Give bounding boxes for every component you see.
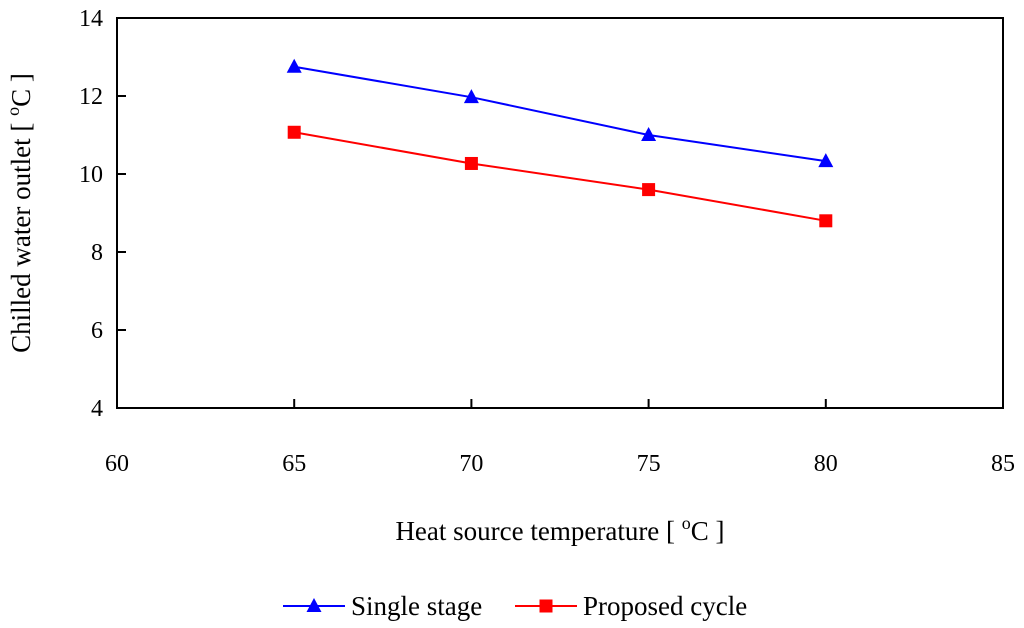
series-proposed-cycle bbox=[287, 125, 833, 228]
legend-label-single-stage: Single stage bbox=[351, 591, 482, 621]
y-axis-title: Chilled water outlet [ oC ] bbox=[3, 73, 36, 353]
y-tick-label: 14 bbox=[79, 6, 103, 32]
data-point-proposed-cycle bbox=[819, 214, 833, 228]
x-axis-title: Heat source temperature [ oC ] bbox=[395, 513, 724, 546]
y-axis-ticks: 4 6 8 10 12 14 bbox=[79, 6, 126, 422]
data-point-proposed-cycle bbox=[464, 156, 478, 170]
y-tick-label: 10 bbox=[79, 162, 103, 188]
x-tick-label: 80 bbox=[814, 451, 838, 477]
legend-item-single-stage: Single stage bbox=[283, 591, 482, 621]
data-point-single-stage bbox=[641, 127, 657, 141]
x-tick-label: 60 bbox=[105, 451, 129, 477]
legend-marker-proposed-cycle bbox=[539, 599, 553, 613]
data-point-proposed-cycle bbox=[287, 125, 301, 139]
plot-area bbox=[116, 17, 1004, 409]
series-single-stage bbox=[286, 58, 834, 168]
x-tick-label: 70 bbox=[459, 451, 483, 477]
x-tick-label: 85 bbox=[991, 451, 1015, 477]
legend: Single stage Proposed cycle bbox=[283, 591, 747, 621]
data-point-proposed-cycle bbox=[642, 183, 656, 197]
y-tick-label: 8 bbox=[91, 240, 103, 266]
x-tick-label: 75 bbox=[637, 451, 661, 477]
legend-item-proposed-cycle: Proposed cycle bbox=[515, 591, 747, 621]
y-tick-label: 12 bbox=[79, 84, 103, 110]
y-tick-label: 4 bbox=[91, 396, 103, 422]
legend-marker-single-stage bbox=[306, 598, 322, 612]
x-axis-ticks: 60 65 70 75 80 85 bbox=[105, 399, 1015, 477]
x-tick-label: 65 bbox=[282, 451, 306, 477]
y-tick-label: 6 bbox=[91, 318, 103, 344]
data-point-single-stage bbox=[463, 89, 479, 104]
series-line-single-stage bbox=[294, 65, 826, 163]
series-layer bbox=[286, 58, 834, 228]
legend-label-proposed-cycle: Proposed cycle bbox=[583, 591, 747, 621]
series-line-proposed-cycle bbox=[294, 131, 826, 222]
data-point-single-stage bbox=[818, 153, 834, 168]
data-point-single-stage bbox=[286, 58, 302, 73]
